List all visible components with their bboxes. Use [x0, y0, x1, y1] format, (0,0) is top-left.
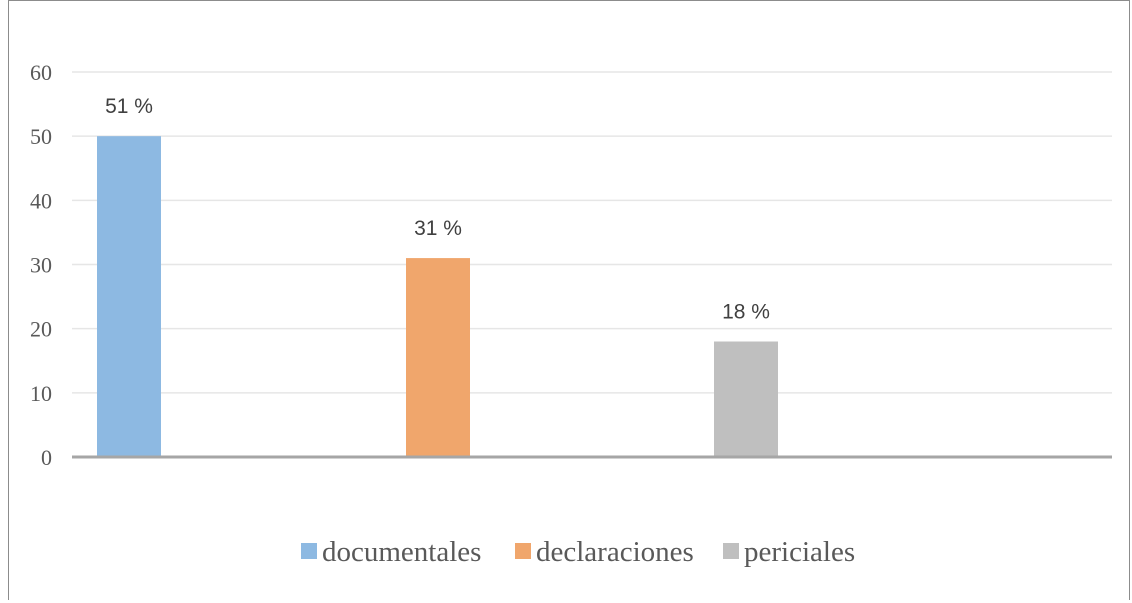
data-label: 31 %	[414, 217, 462, 240]
chart-frame	[8, 0, 1130, 600]
legend-label-periciales: periciales	[744, 536, 855, 568]
y-tick-label: 60	[30, 60, 52, 85]
bar-periciales	[714, 341, 778, 457]
legend-label-documentales: documentales	[322, 536, 481, 568]
legend-swatch-periciales	[723, 543, 739, 559]
data-label: 51 %	[105, 95, 153, 118]
y-tick-label: 20	[30, 317, 52, 342]
y-tick-label: 10	[30, 381, 52, 406]
y-tick-label: 0	[41, 445, 52, 470]
data-label: 18 %	[722, 301, 770, 324]
legend-swatch-declaraciones	[515, 543, 531, 559]
bar-documentales	[97, 136, 161, 457]
legend-swatch-documentales	[301, 543, 317, 559]
y-tick-label: 50	[30, 124, 52, 149]
y-tick-label: 40	[30, 188, 52, 213]
y-tick-label: 30	[30, 253, 52, 278]
legend-label-declaraciones: declaraciones	[536, 536, 694, 568]
bar-declaraciones	[406, 258, 470, 457]
